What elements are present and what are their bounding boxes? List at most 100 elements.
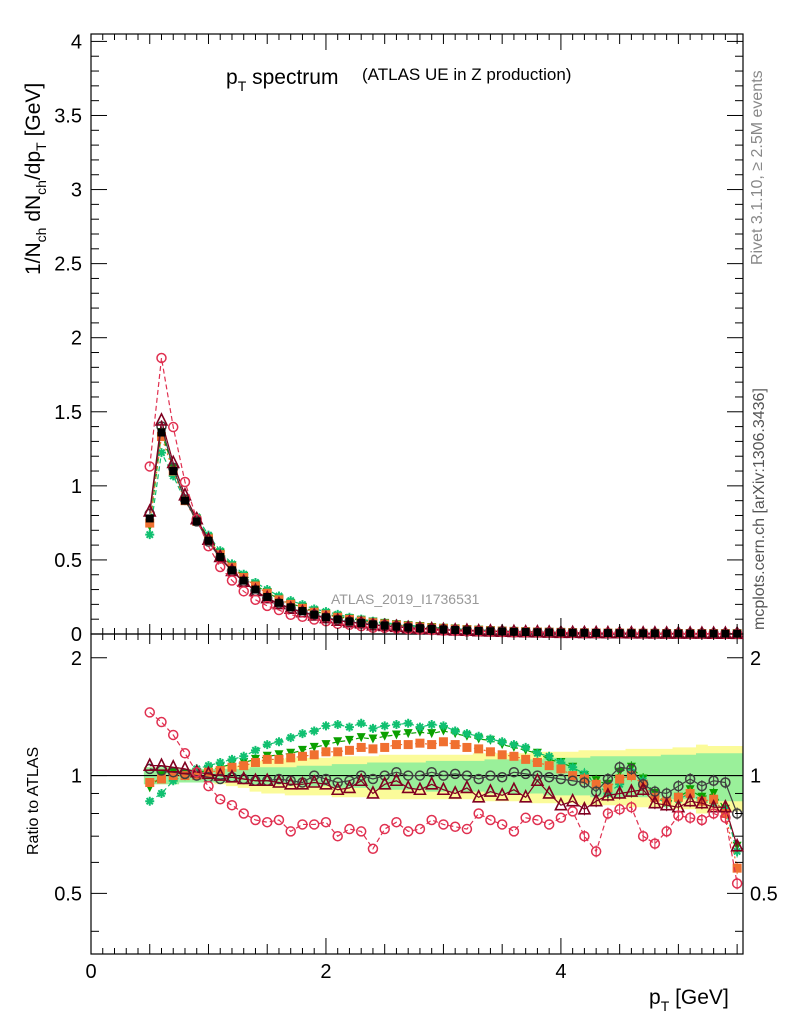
ratio-marker-mc-maroon-triangles — [648, 794, 662, 809]
ratio-marker-mc-teal-stars — [168, 776, 178, 786]
ratio-marker-mc-orange-squares — [145, 778, 155, 788]
ratio-marker-mc-pink-circles — [144, 707, 155, 718]
ratio-marker-mc-pink-circles — [602, 808, 614, 819]
chart-title-sub: T — [238, 78, 247, 94]
ratio-marker-mc-green-triangles — [356, 733, 366, 743]
ratio-marker-mc-dark-circles — [320, 773, 332, 785]
ratio-plot-series — [142, 707, 744, 890]
y-tick-label: 0.5 — [54, 550, 82, 572]
ratio-marker-mc-orange-squares — [344, 745, 354, 755]
ratio-marker-mc-orange-squares — [591, 779, 601, 789]
ratio-marker-mc-pink-circles — [391, 816, 402, 828]
ratio-marker-mc-orange-squares — [403, 740, 413, 750]
ratio-marker-mc-maroon-triangles — [612, 785, 627, 799]
ratio-marker-mc-teal-stars — [438, 721, 448, 731]
ratio-marker-mc-pink-circles — [590, 846, 602, 857]
data-point — [333, 615, 342, 624]
ratio-marker-mc-pink-circles — [414, 823, 426, 835]
ratio-marker-mc-teal-stars — [462, 729, 472, 739]
ratio-marker-mc-green-triangles — [309, 742, 319, 752]
y-title-part-3: ch — [33, 180, 49, 195]
main-marker-mc-maroon-triangles — [154, 412, 169, 426]
ratio-marker-mc-dark-circles — [520, 768, 531, 780]
ratio-marker-mc-maroon-triangles — [542, 785, 556, 799]
ratio-marker-mc-maroon-triangles — [213, 767, 228, 781]
ratio-marker-mc-pink-circles — [649, 838, 661, 849]
ratio-marker-mc-teal-stars — [239, 751, 249, 761]
ratio-marker-mc-green-triangles — [333, 737, 343, 747]
ratio-marker-mc-teal-stars — [368, 723, 378, 733]
ratio-marker-mc-maroon-triangles — [248, 772, 263, 787]
ratio-marker-mc-dark-circles — [696, 780, 708, 792]
y-title-part-0: 1/N — [22, 242, 45, 275]
data-point — [357, 619, 366, 628]
ratio-marker-mc-pink-circles — [308, 819, 320, 830]
ratio-marker-mc-maroon-triangles — [201, 765, 216, 780]
ratio-marker-mc-maroon-triangles — [401, 779, 415, 794]
ratio-marker-mc-maroon-triangles — [377, 775, 392, 790]
data-point — [180, 496, 189, 505]
ratio-marker-mc-teal-stars — [356, 718, 366, 728]
ratio-marker-mc-teal-stars — [192, 764, 202, 774]
ratio-marker-mc-orange-squares — [462, 742, 472, 752]
ratio-marker-mc-orange-squares — [497, 750, 507, 760]
ratio-marker-mc-pink-circles — [473, 808, 484, 819]
y-tick-label: 3 — [71, 180, 82, 202]
ratio-marker-mc-maroon-triangles — [342, 779, 357, 794]
ratio-marker-mc-orange-squares — [474, 744, 484, 754]
ratio-marker-mc-green-triangles — [403, 729, 413, 739]
ratio-marker-mc-dark-circles — [332, 777, 343, 788]
ratio-marker-mc-pink-circles — [167, 729, 179, 741]
main-marker-mc-orange-squares — [156, 432, 166, 442]
ratio-marker-mc-pink-circles — [520, 812, 531, 824]
data-point — [298, 607, 307, 616]
ratio-marker-mc-teal-stars — [544, 751, 554, 761]
ratio-marker-mc-maroon-triangles — [471, 789, 486, 803]
ratio-marker-mc-maroon-triangles — [624, 783, 639, 797]
ratio-uncertainty-bands — [143, 744, 743, 814]
ratio-marker-mc-dark-circles — [449, 768, 461, 780]
ratio-marker-mc-orange-squares — [180, 771, 190, 781]
ratio-marker-mc-maroon-triangles — [154, 757, 169, 771]
ratio-tick-label: 2 — [71, 648, 82, 670]
ratio-marker-mc-pink-circles — [449, 821, 461, 832]
data-point — [204, 536, 213, 545]
data-point — [145, 514, 154, 523]
ratio-marker-mc-orange-squares — [532, 757, 542, 767]
ratio-marker-mc-pink-circles — [637, 830, 649, 842]
main-marker-mc-pink-circles — [238, 586, 249, 597]
x-title-sub: T — [661, 998, 670, 1014]
data-point — [345, 617, 354, 626]
ratio-marker-mc-teal-stars — [474, 731, 484, 741]
ratio-marker-mc-green-triangles — [274, 750, 284, 760]
ratio-marker-mc-orange-squares — [427, 740, 437, 750]
ratio-marker-mc-teal-stars — [427, 720, 437, 730]
ratio-marker-mc-maroon-triangles — [554, 796, 568, 811]
ratio-marker-mc-dark-circles — [414, 770, 426, 781]
y-tick-label: 3.5 — [54, 105, 82, 127]
ratio-marker-mc-green-triangles — [380, 731, 390, 741]
chart-title-rest: spectrum — [246, 66, 338, 89]
ratio-marker-mc-maroon-triangles — [460, 779, 474, 794]
ratio-marker-mc-pink-circles — [238, 808, 249, 819]
ratio-marker-mc-maroon-triangles — [601, 787, 615, 801]
ratio-marker-mc-maroon-triangles — [330, 781, 345, 796]
ratio-marker-mc-teal-stars — [568, 762, 578, 772]
ratio-marker-mc-maroon-triangles — [142, 757, 157, 771]
data-point — [263, 592, 272, 601]
ratio-marker-mc-orange-squares — [309, 750, 319, 760]
ratio-marker-mc-green-triangles — [297, 745, 307, 755]
ratio-marker-mc-dark-circles — [308, 770, 320, 781]
ratio-marker-mc-dark-circles — [602, 773, 614, 785]
chart-subtitle: (ATLAS UE in Z production) — [362, 65, 571, 84]
ratio-marker-mc-pink-circles — [355, 826, 367, 837]
ratio-marker-mc-maroon-triangles — [483, 783, 498, 797]
ratio-marker-mc-teal-stars — [556, 757, 566, 767]
ratio-marker-mc-orange-squares — [168, 771, 178, 781]
ratio-marker-mc-teal-stars — [497, 737, 507, 747]
axis-ticks: 0 2 400.511.522.533.540.5 0.51 12 2 — [54, 31, 778, 983]
x-axis-title: pT [GeV] — [649, 986, 729, 1014]
ratio-marker-mc-orange-squares — [732, 863, 742, 873]
data-point — [239, 576, 248, 585]
main-marker-mc-pink-circles — [167, 421, 179, 433]
